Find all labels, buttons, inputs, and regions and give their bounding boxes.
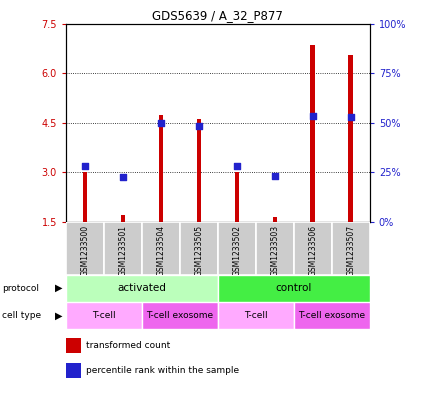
Text: activated: activated — [117, 283, 166, 294]
Bar — [294, 222, 332, 275]
Text: GSM1233503: GSM1233503 — [270, 225, 279, 276]
Bar — [66, 275, 218, 302]
Point — [157, 120, 164, 127]
Text: GSM1233504: GSM1233504 — [156, 225, 165, 276]
Bar — [159, 114, 163, 222]
Bar — [218, 222, 256, 275]
Text: GSM1233506: GSM1233506 — [308, 225, 317, 276]
Point — [272, 173, 278, 180]
Bar — [82, 172, 87, 222]
Text: GSM1233500: GSM1233500 — [80, 225, 89, 276]
Text: transformed count: transformed count — [86, 341, 170, 349]
Bar — [272, 217, 277, 222]
Text: T-cell: T-cell — [92, 311, 116, 320]
Bar — [180, 222, 218, 275]
Bar — [142, 302, 218, 329]
Text: GSM1233507: GSM1233507 — [346, 225, 355, 276]
Bar — [196, 119, 201, 222]
Bar — [121, 215, 125, 222]
Bar — [332, 222, 370, 275]
Point — [347, 114, 354, 120]
Text: GSM1233502: GSM1233502 — [232, 225, 241, 276]
Text: protocol: protocol — [2, 284, 39, 292]
Bar — [294, 302, 370, 329]
Point — [119, 174, 126, 180]
Bar — [311, 45, 315, 222]
Text: control: control — [275, 283, 312, 294]
Bar — [142, 222, 180, 275]
Text: T-cell exosome: T-cell exosome — [146, 311, 213, 320]
Bar — [218, 275, 370, 302]
Point — [82, 163, 88, 169]
Text: percentile rank within the sample: percentile rank within the sample — [86, 366, 239, 375]
Title: GDS5639 / A_32_P877: GDS5639 / A_32_P877 — [153, 9, 283, 22]
Text: T-cell exosome: T-cell exosome — [298, 311, 366, 320]
Point — [196, 123, 202, 129]
Point — [233, 163, 240, 170]
Bar — [66, 222, 104, 275]
Bar — [348, 55, 353, 222]
Bar — [218, 302, 294, 329]
Bar — [256, 222, 294, 275]
Text: GSM1233501: GSM1233501 — [118, 225, 127, 276]
Text: GSM1233505: GSM1233505 — [194, 225, 203, 276]
Bar — [235, 172, 239, 222]
Text: ▶: ▶ — [55, 310, 62, 321]
Point — [309, 112, 316, 119]
Text: T-cell: T-cell — [244, 311, 268, 320]
Text: cell type: cell type — [2, 311, 41, 320]
Text: ▶: ▶ — [55, 283, 62, 293]
Bar — [104, 222, 142, 275]
Bar — [66, 302, 142, 329]
